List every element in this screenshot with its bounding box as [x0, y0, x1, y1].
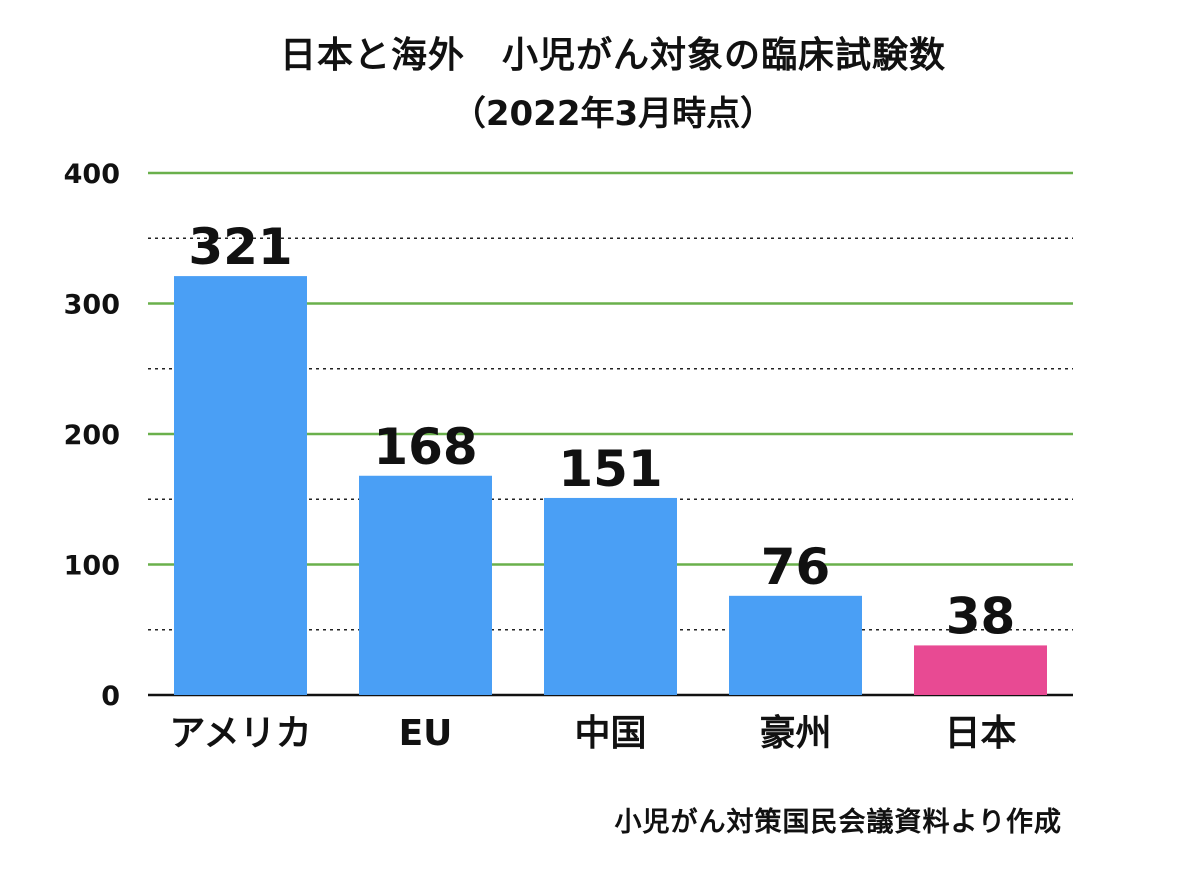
- labels-layer: 0 100 200 300 400 321 アメリカ 168 EU 151 中国 76 豪州 38 日本: [64, 159, 1017, 754]
- y-tick-label: 400: [64, 159, 120, 190]
- bars-layer: [174, 276, 1047, 695]
- bar-value-label: 321: [188, 218, 292, 276]
- chart-subtitle: （2022年3月時点）: [451, 94, 775, 134]
- bar-2: [359, 475, 492, 695]
- source-note: 小児がん対策国民会議資料より作成: [614, 807, 1062, 838]
- x-tick-label: EU: [399, 713, 453, 754]
- bar-4: [729, 595, 862, 695]
- chart-title: 日本と海外 小児がん対象の臨床試験数: [279, 35, 946, 76]
- x-tick-label: 豪州: [759, 713, 831, 754]
- y-tick-label: 100: [64, 551, 120, 582]
- bar-value-label: 151: [558, 440, 662, 498]
- bar-1: [174, 276, 307, 695]
- bar-value-label: 38: [946, 587, 1016, 645]
- bar-value-label: 168: [373, 418, 477, 476]
- x-tick-label: 中国: [574, 713, 646, 754]
- x-tick-label: アメリカ: [169, 713, 311, 754]
- bar-value-label: 76: [761, 538, 831, 596]
- bar-3: [544, 497, 677, 695]
- y-tick-label: 300: [64, 290, 120, 321]
- bar-5: [914, 645, 1047, 695]
- y-tick-label: 0: [101, 681, 120, 712]
- x-tick-label: 日本: [944, 713, 1016, 754]
- y-tick-label: 200: [64, 420, 120, 451]
- chart-title-block: 日本と海外 小児がん対象の臨床試験数 （2022年3月時点）: [0, 30, 1196, 140]
